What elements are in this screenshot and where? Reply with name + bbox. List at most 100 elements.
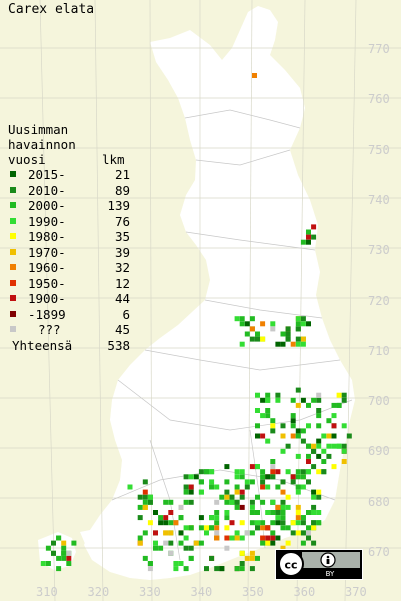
observation-dot [214,520,220,526]
observation-dot [295,484,301,490]
legend-label: 2015- [28,167,66,182]
observation-dot [270,418,276,424]
observation-dot [295,321,301,327]
observation-dot [270,535,276,541]
y-tick-label: 750 [368,142,390,157]
observation-dot [255,331,260,337]
observation-dot [249,550,255,556]
observation-dot [290,479,296,485]
observation-dot [316,443,322,449]
observation-dot [158,520,164,526]
observation-dot [239,321,245,327]
observation-dot [300,520,306,526]
observation-dot [300,515,306,521]
y-tick-label: 730 [368,243,390,258]
legend-label: -1899 [28,306,66,322]
observation-dot [163,530,169,536]
observation-dot [188,555,194,561]
observation-dot [306,453,311,459]
observation-dot [214,566,220,572]
observation-dot [285,443,291,449]
legend-swatch [10,279,16,286]
x-tick-label: 330 [139,585,161,599]
observation-dot [300,530,306,536]
observation-dot [265,525,271,531]
observation-dot [295,402,301,408]
legend-label: 1980- [28,229,66,244]
observation-dot [61,540,67,546]
observation-dot [61,545,67,551]
observation-dot [45,545,51,551]
y-tick-label: 710 [368,343,390,358]
observation-dot [285,331,291,337]
legend-row: 1980- 35 [8,229,130,245]
observation-dot [239,494,245,500]
observation-dot [270,499,276,505]
observation-dot [290,520,296,526]
observation-dot [209,479,215,485]
observation-dot [311,520,317,526]
observation-dot [249,566,255,572]
observation-dot [163,520,169,526]
observation-dot [260,336,266,342]
observation-dot [311,540,317,546]
observation-dot [255,392,260,398]
legend-row: 1900- 44 [8,291,130,307]
y-tick-label: 770 [368,42,390,56]
observation-dot [51,540,56,546]
observation-dot [209,484,215,490]
legend-row: 1990- 76 [8,214,130,230]
observation-dot [280,423,286,429]
observation-dot [255,408,260,413]
observation-dot [311,504,317,510]
observation-dot [270,469,276,475]
observation-dot [280,525,286,531]
cc-by-license-badge[interactable]: cc BY [275,549,363,580]
observation-dot [173,561,179,566]
observation-dot [295,489,301,495]
observation-dot [316,397,322,403]
observation-dot [290,397,296,403]
observation-dot [341,443,347,449]
legend-swatch [10,186,16,193]
observation-dot [270,321,276,327]
observation-dot [311,489,317,495]
observation-dot [280,510,286,515]
observation-dot [331,464,337,470]
observation-dot [234,474,240,480]
observation-dot [275,397,281,403]
observation-dot [158,515,164,521]
legend-row: ??? 45 [8,322,130,338]
observation-dot [183,566,189,572]
observation-dot [255,464,260,470]
observation-dot [295,326,301,332]
observation-dot [142,504,148,510]
observation-dot [316,408,322,413]
observation-dot [290,341,296,347]
observation-dot [229,494,235,500]
observation-dot [209,555,215,561]
observation-dot [255,433,260,439]
observation-dot [260,540,266,546]
legend-header-3: vuosi lkm [8,152,130,167]
observation-dot [255,336,260,342]
observation-dot [270,530,276,536]
observation-dot [285,540,291,546]
observation-dot [40,561,46,566]
legend-swatch [10,171,16,177]
observation-dot [265,540,271,546]
observation-dot [306,459,311,464]
observation-dot [270,464,276,470]
observation-dot [331,443,337,449]
observation-dot [336,392,342,398]
observation-dot [51,550,56,556]
observation-dot [275,504,281,510]
observation-dot [239,474,245,480]
observation-dot [244,331,250,337]
legend-count: 139 [107,198,130,213]
observation-dot [265,397,271,403]
observation-dot [311,234,317,240]
observation-dot [331,413,337,419]
observation-dot [127,484,133,490]
observation-dot [71,540,77,546]
